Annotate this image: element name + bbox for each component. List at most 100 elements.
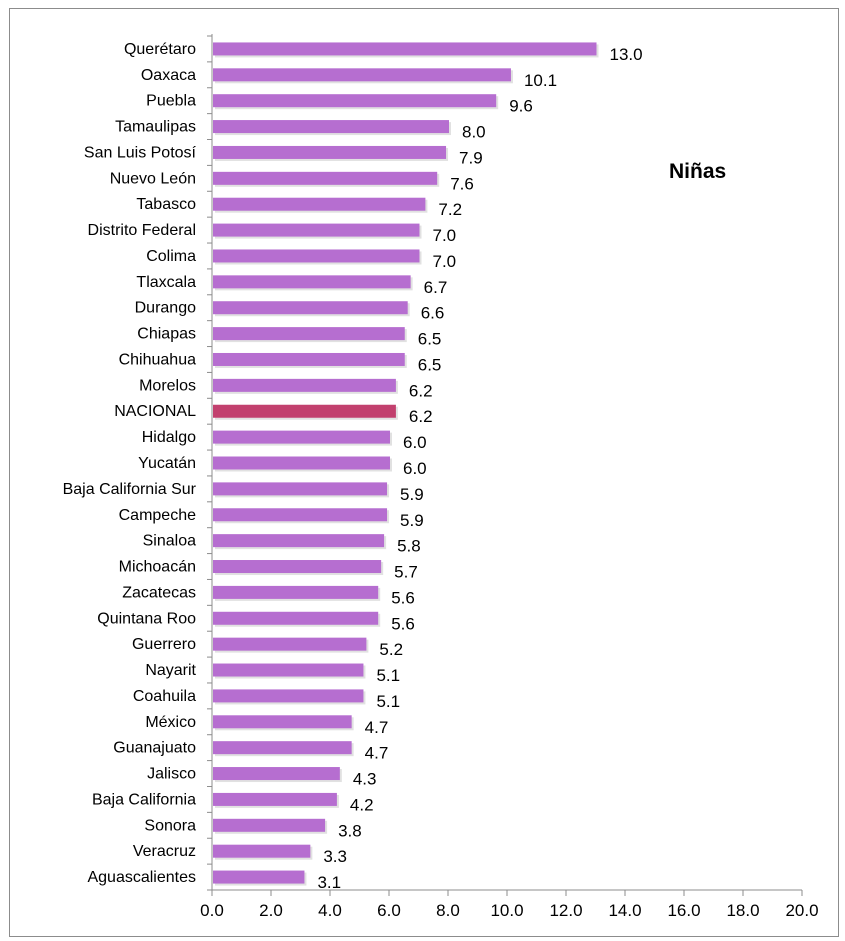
data-label: 6.2: [409, 407, 433, 426]
category-label: Yucatán: [138, 455, 196, 472]
bar: [213, 534, 385, 548]
bar: [213, 767, 340, 781]
category-label: Durango: [135, 300, 196, 317]
category-label: Chiapas: [137, 326, 196, 343]
bar: [213, 818, 326, 832]
data-label: 8.0: [462, 123, 486, 142]
bar: [213, 145, 447, 159]
data-label: 6.5: [418, 330, 442, 349]
bar: [213, 508, 388, 522]
chart-title: Niñas: [669, 160, 727, 183]
category-label: Quintana Roo: [97, 610, 196, 627]
category-label: Distrito Federal: [88, 222, 196, 239]
data-label: 10.1: [524, 71, 557, 90]
x-tick-label: 2.0: [259, 901, 283, 920]
bar: [213, 637, 367, 651]
data-label: 5.6: [391, 614, 415, 633]
x-tick-label: 18.0: [726, 901, 759, 920]
data-label: 4.3: [353, 770, 377, 789]
category-label: Sinaloa: [143, 533, 196, 550]
data-label: 7.0: [433, 252, 457, 271]
category-label: México: [145, 714, 196, 731]
data-label: 3.8: [338, 821, 362, 840]
data-label: 5.1: [376, 666, 400, 685]
category-label: Zacatecas: [122, 584, 196, 601]
bar: [213, 249, 420, 263]
category-label: San Luis Potosí: [84, 144, 197, 161]
bar: [213, 663, 364, 677]
data-label: 4.2: [350, 795, 374, 814]
bar: [213, 741, 352, 755]
category-label: Nayarit: [145, 662, 196, 679]
bar: [213, 715, 352, 729]
category-label: Sonora: [144, 817, 196, 834]
bar: [213, 689, 364, 703]
category-label: Veracruz: [133, 843, 196, 860]
x-tick-label: 12.0: [549, 901, 582, 920]
x-tick-label: 6.0: [377, 901, 401, 920]
bar-nacional: [213, 404, 396, 418]
data-label: 6.5: [418, 355, 442, 374]
category-label: Querétaro: [124, 41, 196, 58]
data-label: 3.1: [317, 873, 341, 892]
bar: [213, 378, 396, 392]
bar: [213, 171, 438, 185]
data-label: 5.6: [391, 588, 415, 607]
bar: [213, 68, 511, 82]
data-label: 6.0: [403, 459, 427, 478]
bar: [213, 197, 426, 211]
bar: [213, 430, 390, 444]
category-label: Oaxaca: [141, 67, 196, 84]
x-tick-label: 0.0: [200, 901, 224, 920]
bar: [213, 301, 408, 315]
category-label: Guerrero: [132, 636, 196, 653]
bar: [213, 352, 405, 366]
category-label: Hidalgo: [142, 429, 196, 446]
data-label: 6.6: [421, 304, 445, 323]
category-label: NACIONAL: [114, 403, 196, 420]
category-label: Chihuahua: [119, 351, 197, 368]
category-label: Michoacán: [119, 559, 196, 576]
data-label: 7.0: [433, 226, 457, 245]
data-label: 7.2: [438, 200, 462, 219]
data-label: 6.0: [403, 433, 427, 452]
x-tick-label: 20.0: [785, 901, 818, 920]
bar: [213, 482, 388, 496]
category-label: Baja California Sur: [63, 481, 197, 498]
data-label: 5.2: [379, 640, 403, 659]
bar: [213, 275, 411, 289]
data-label: 5.8: [397, 537, 421, 556]
data-label: 6.7: [424, 278, 448, 297]
category-label: Colima: [146, 248, 196, 265]
category-label: Guanajuato: [113, 740, 196, 757]
x-tick-label: 14.0: [608, 901, 641, 920]
data-label: 3.3: [323, 847, 347, 866]
chart-frame: [9, 8, 839, 937]
data-label: 5.9: [400, 485, 424, 504]
data-label: 7.9: [459, 148, 483, 167]
data-label: 7.6: [450, 174, 474, 193]
bar: [213, 120, 449, 134]
category-label: Tamaulipas: [115, 119, 196, 136]
bar: [213, 42, 597, 56]
bar: [213, 223, 420, 237]
data-label: 5.1: [376, 692, 400, 711]
category-label: Tlaxcala: [136, 274, 196, 291]
category-label: Campeche: [119, 507, 196, 524]
x-tick-label: 16.0: [667, 901, 700, 920]
category-label: Coahuila: [133, 688, 196, 705]
bar: [213, 560, 382, 574]
bar: [213, 844, 311, 858]
data-label: 5.9: [400, 511, 424, 530]
bar: [213, 456, 390, 470]
category-label: Baja California: [92, 791, 196, 808]
bar: [213, 585, 379, 599]
bar: [213, 611, 379, 625]
bar: [213, 870, 305, 884]
x-tick-label: 10.0: [490, 901, 523, 920]
x-tick-label: 4.0: [318, 901, 342, 920]
category-label: Morelos: [139, 377, 196, 394]
category-label: Tabasco: [136, 196, 196, 213]
data-label: 13.0: [610, 45, 643, 64]
